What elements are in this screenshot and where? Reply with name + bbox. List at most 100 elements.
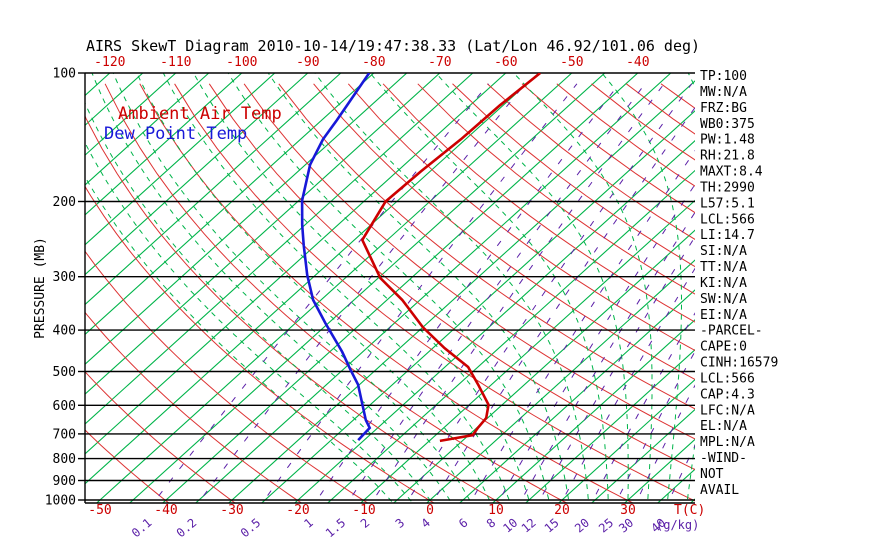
dry-adiabat-line xyxy=(139,83,635,503)
panel-stat: MW:N/A xyxy=(700,85,747,100)
panel-stat: TP:100 xyxy=(700,69,747,84)
moist-adiabat-line xyxy=(85,141,414,503)
moist-adiabat-line xyxy=(804,73,870,509)
mixing-ratio-label: 1.5 xyxy=(323,516,349,541)
pressure-tick-label: 600 xyxy=(53,399,76,414)
mixing-ratio-line xyxy=(197,83,526,503)
isotherm-line xyxy=(85,73,441,395)
mixing-ratio-label: 30 xyxy=(616,516,636,536)
dry-adiabat-line xyxy=(85,371,236,503)
dry-adiabat-line xyxy=(835,84,870,510)
dry-adiabat-line xyxy=(278,83,695,410)
top-axis-label: -50 xyxy=(560,55,583,70)
dry-adiabat-line xyxy=(660,83,695,109)
dry-adiabat-line xyxy=(85,250,369,503)
dry-adiabat-line xyxy=(347,83,695,352)
moist-adiabat-line xyxy=(314,73,590,503)
pressure-tick-label: 800 xyxy=(53,452,76,467)
mixing-ratio-line xyxy=(370,83,665,503)
panel-stat: LCL:566 xyxy=(700,371,755,386)
bottom-axis-label: -10 xyxy=(352,503,375,518)
isotherm-line xyxy=(525,349,695,503)
top-axis-label: -40 xyxy=(626,55,649,70)
dry-adiabat-line xyxy=(521,83,695,214)
mixing-ratio-label: 0.1 xyxy=(129,516,155,541)
isotherm-line xyxy=(360,199,695,503)
mixing-ratio-line xyxy=(537,235,695,503)
dry-adiabat-line xyxy=(208,83,695,471)
mixing-ratio-label: 20 xyxy=(572,516,592,536)
dry-adiabat-line xyxy=(313,83,695,381)
dry-adiabat-line xyxy=(85,114,502,503)
pressure-axis-title: PRESSURE (MB) xyxy=(33,237,48,339)
mixing-axis-unit: (g/kg) xyxy=(656,518,699,532)
isotherm-line xyxy=(85,73,210,186)
mixing-ratio-line xyxy=(560,267,695,503)
panel-stat: PW:1.48 xyxy=(700,133,755,148)
moist-adiabat-line xyxy=(193,73,531,503)
panel-stat: -PARCEL- xyxy=(700,324,763,339)
isotherm-line xyxy=(85,73,243,216)
bottom-axis-label: 30 xyxy=(620,503,636,518)
isotherm-line xyxy=(85,73,375,336)
moist-adiabat-line xyxy=(765,73,870,509)
moist-adiabat-line xyxy=(112,73,472,503)
pressure-tick-label: 200 xyxy=(53,195,76,210)
isotherm-line xyxy=(85,73,408,365)
dry-adiabat-line xyxy=(765,84,870,510)
isotherm-line xyxy=(492,319,695,503)
bottom-axis-label: 20 xyxy=(554,503,570,518)
temp-axis-unit: T(C) xyxy=(674,503,705,518)
panel-stat: CAP:4.3 xyxy=(700,387,755,402)
pressure-tick-label: 300 xyxy=(53,270,76,285)
bottom-axis-label: -20 xyxy=(286,503,309,518)
pressure-tick-label: 400 xyxy=(53,324,76,339)
panel-stat: RH:21.8 xyxy=(700,149,755,164)
mixing-ratio-line xyxy=(314,83,620,503)
mixing-ratio-line xyxy=(615,350,695,503)
dry-adiabat-line xyxy=(104,83,568,503)
pressure-tick-label: 1000 xyxy=(45,494,76,509)
top-axis-label: -100 xyxy=(226,55,257,70)
pressure-tick-label: 900 xyxy=(53,474,76,489)
panel-stat: EI:N/A xyxy=(700,308,747,323)
panel-stat: LCL:566 xyxy=(700,212,755,227)
mixing-ratio-label: 0.2 xyxy=(174,516,200,541)
moist-adiabat-line xyxy=(162,73,511,503)
mixing-ratio-label: 12 xyxy=(519,516,539,536)
isotherm-line xyxy=(228,80,695,503)
dry-adiabat-line xyxy=(417,83,695,295)
dry-adiabat-line xyxy=(800,84,870,510)
isotherm-line xyxy=(96,73,573,503)
bottom-axis-label: 0 xyxy=(426,503,434,518)
moist-adiabat-line xyxy=(267,73,570,503)
sounding-curves xyxy=(300,73,542,443)
panel-stat: WB0:375 xyxy=(700,117,755,132)
bottom-axis-label: -40 xyxy=(154,503,177,518)
panel-stat: CINH:16579 xyxy=(700,356,778,371)
moist-adiabat-line xyxy=(85,175,394,503)
chart-title: AIRS SkewT Diagram 2010-10-14/19:47:38.3… xyxy=(86,37,700,55)
mixing-ratio-line xyxy=(346,83,646,503)
isotherm-line xyxy=(261,110,695,503)
mixing-ratio-line xyxy=(469,149,695,503)
top-axis-label: -90 xyxy=(296,55,319,70)
panel-stat: L57:5.1 xyxy=(700,196,755,211)
panel-stat: SW:N/A xyxy=(700,292,747,307)
moist-adiabat-line xyxy=(227,73,550,503)
mixing-ratio-label: 15 xyxy=(542,516,562,536)
isotherm-line xyxy=(558,378,695,503)
mixing-ratio-line xyxy=(152,83,489,503)
panel-stat: MAXT:8.4 xyxy=(700,165,763,180)
isotherm-line xyxy=(327,169,695,503)
isotherm-line xyxy=(426,259,695,503)
top-axis-label: -80 xyxy=(362,55,385,70)
top-axis-label: -70 xyxy=(428,55,451,70)
isotherm-line xyxy=(85,73,474,425)
isotherm-line xyxy=(85,73,540,485)
moist-adiabat-line xyxy=(85,101,433,503)
dry-adiabat-line xyxy=(382,83,695,323)
mixing-ratio-label: 0.5 xyxy=(238,516,264,541)
isotherm-line xyxy=(393,229,695,503)
